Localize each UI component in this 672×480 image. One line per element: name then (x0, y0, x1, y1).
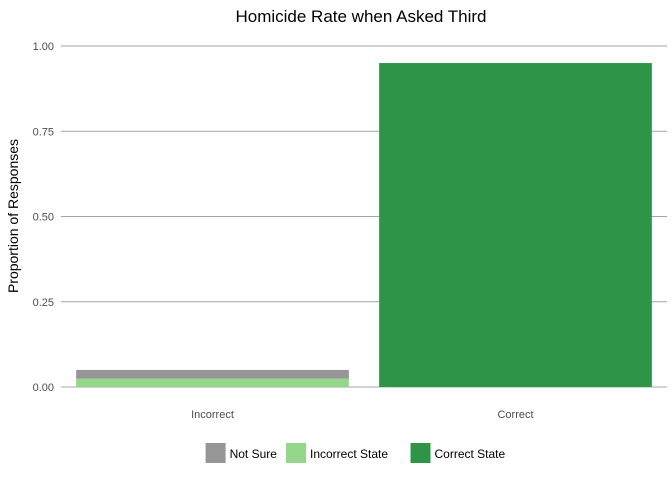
legend: Not Sure Incorrect State Correct State (205, 443, 506, 463)
bars (76, 63, 652, 388)
legend-swatch (205, 443, 226, 463)
y-tick-label: 0.75 (33, 126, 54, 138)
legend-swatch (286, 443, 306, 463)
y-tick-label: 0.00 (33, 382, 54, 394)
bar-not-sure (76, 369, 349, 379)
y-tick-labels: 0.00 0.25 0.50 0.75 1.00 (33, 41, 54, 394)
bar-incorrect-state (76, 378, 349, 387)
bar-correct-state (379, 63, 652, 388)
y-axis-label: Proportion of Responses (5, 139, 21, 293)
x-tick-label: Incorrect (191, 409, 234, 421)
legend-label: Not Sure (230, 447, 278, 461)
x-tick-labels: Incorrect Correct (191, 409, 533, 421)
legend-swatch (410, 443, 431, 463)
chart-title: Homicide Rate when Asked Third (235, 7, 486, 26)
y-tick-label: 0.25 (33, 297, 54, 309)
y-tick-label: 1.00 (33, 41, 54, 53)
legend-label: Incorrect State (310, 447, 388, 461)
x-tick-label: Correct (497, 409, 533, 421)
legend-label: Correct State (435, 447, 506, 461)
y-tick-label: 0.50 (33, 212, 54, 224)
